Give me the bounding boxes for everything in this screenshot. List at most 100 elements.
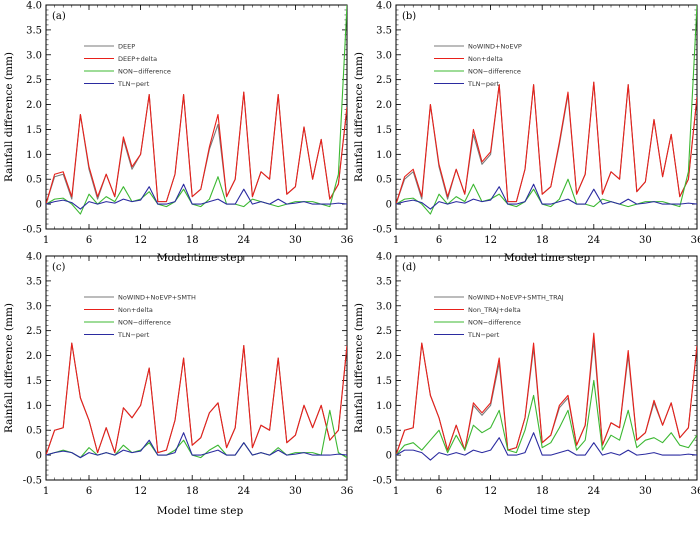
y-tick-label: 4.0: [26, 252, 42, 263]
x-tick-label: 36: [341, 235, 354, 246]
legend-label: NoWIND+NoEVP+SMTH_TRAJ: [468, 293, 564, 301]
x-tick-label: 18: [536, 486, 549, 497]
legend-label: NON−difference: [468, 67, 521, 75]
series-line-tln-pert: [396, 432, 697, 461]
y-tick-label: 3.5: [26, 25, 42, 36]
y-tick-label: 0.5: [26, 175, 42, 186]
plot-frame: [395, 255, 698, 481]
y-axis-label: Rainfall difference (mm): [3, 303, 15, 433]
y-tick-label: -0.5: [373, 225, 392, 236]
x-tick-label: 36: [691, 486, 700, 497]
y-tick-label: 3.0: [376, 50, 392, 61]
x-tick-label: 12: [134, 486, 147, 497]
legend-label: TLN−pert: [467, 80, 500, 88]
x-tick-label: 18: [186, 486, 199, 497]
series-line-tln-pert: [46, 432, 347, 459]
y-tick-label: -0.5: [23, 225, 42, 236]
y-tick-label: 0: [386, 451, 392, 462]
legend-label: TLN−pert: [467, 331, 500, 339]
x-tick-label: 6: [86, 235, 92, 246]
y-tick-label: 0: [36, 200, 42, 211]
panel-b: -0.500.51.01.52.02.53.03.54.01 6 12 18 24 30 3…: [353, 1, 700, 265]
x-tick-label: 30: [639, 235, 652, 246]
y-tick-label: 2.0: [26, 351, 42, 362]
panel-label: (d): [402, 262, 416, 273]
legend-label: TLN−pert: [117, 331, 150, 339]
series-line-non-traj-delta: [396, 332, 697, 456]
y-tick-label: 1.5: [26, 376, 42, 387]
legend-label: NoWIND+NoEVP: [468, 42, 522, 50]
y-tick-label: 4.0: [376, 1, 392, 12]
legend-label: Non+delta: [118, 306, 153, 314]
y-tick-label: -0.5: [23, 476, 42, 487]
y-tick-label: 1.0: [376, 150, 392, 161]
series-line-non-difference: [46, 409, 347, 459]
x-axis-label: Model time step: [504, 505, 591, 517]
y-axis-label: Rainfall difference (mm): [353, 52, 365, 182]
x-tick-label: 1: [393, 235, 399, 246]
y-tick-label: 4.0: [26, 1, 42, 12]
legend-label: NON−difference: [118, 67, 171, 75]
y-tick-label: 0.5: [26, 426, 42, 437]
x-axis-label: Model time step: [157, 252, 244, 264]
x-tick-label: 18: [186, 235, 199, 246]
y-tick-label: 0.5: [376, 175, 392, 186]
legend-label: NoWIND+NoEVP+SMTH: [118, 293, 196, 301]
y-tick-label: 0.5: [376, 426, 392, 437]
x-tick-label: 12: [484, 486, 497, 497]
legend-label: Non+delta: [468, 55, 503, 63]
y-tick-label: 2.0: [376, 100, 392, 111]
panel-label: (b): [402, 11, 416, 22]
y-tick-label: 2.5: [376, 326, 392, 337]
y-tick-label: 3.0: [26, 301, 42, 312]
y-axis-label: Rainfall difference (mm): [3, 52, 15, 182]
plot-frame: [395, 4, 698, 230]
y-tick-label: -0.5: [373, 476, 392, 487]
y-tick-label: 3.0: [26, 50, 42, 61]
x-tick-label: 30: [289, 235, 302, 246]
series-line-deep-delta: [46, 91, 347, 205]
plot-frame: [45, 4, 348, 230]
x-tick-label: 24: [587, 235, 600, 246]
legend-label: DEEP: [118, 42, 135, 50]
legend-label: Non_TRAJ+delta: [468, 306, 521, 314]
y-tick-label: 1.0: [376, 401, 392, 412]
x-tick-label: 36: [691, 235, 700, 246]
x-tick-label: 1: [43, 486, 49, 497]
y-tick-label: 3.5: [376, 25, 392, 36]
panel-c: -0.5 0 0.5 1.0 1.5 2.0 2.5 3.0 3.5 4.0 1 6 12 18 24 30 3…: [3, 252, 353, 518]
x-tick-label: 6: [436, 235, 442, 246]
y-tick-label: 2.5: [376, 75, 392, 86]
x-tick-label: 6: [436, 486, 442, 497]
panel-label: (a): [52, 11, 66, 22]
x-tick-label: 36: [341, 486, 354, 497]
y-tick-label: 1.5: [376, 376, 392, 387]
series-line-nowind-noevp-smth: [46, 342, 347, 456]
y-tick-label: 1.0: [26, 401, 42, 412]
x-tick-label: 24: [237, 235, 250, 246]
legend-label: DEEP+delta: [118, 55, 157, 63]
y-tick-label: 2.5: [26, 75, 42, 86]
y-tick-label: 3.5: [26, 276, 42, 287]
y-tick-label: 2.0: [26, 100, 42, 111]
y-tick-label: 3.5: [376, 276, 392, 287]
series-line-non-difference: [396, 5, 697, 215]
y-axis-label: Rainfall difference (mm): [353, 303, 365, 433]
y-tick-label: 2.0: [376, 351, 392, 362]
x-tick-label: 24: [587, 486, 600, 497]
x-axis-label: Model time step: [157, 505, 244, 517]
x-tick-label: 18: [536, 235, 549, 246]
legend-label: NON−difference: [118, 318, 171, 326]
series-line-tln-pert: [396, 183, 697, 210]
x-tick-label: 12: [134, 235, 147, 246]
y-tick-label: 0: [36, 451, 42, 462]
series-line-non-difference: [396, 379, 697, 456]
series-line-nowind-noevp: [396, 81, 697, 205]
y-tick-label: 1.0: [26, 150, 42, 161]
y-tick-label: 4.0: [376, 252, 392, 263]
panel-d: -0.5 0 0.5 1.0 1.5 2.0 2.5 3.0 3.5 4.0 1 6 12 18 24 30 3…: [353, 252, 700, 518]
series-line-deep: [46, 91, 347, 205]
x-tick-label: 6: [86, 486, 92, 497]
x-tick-label: 1: [393, 486, 399, 497]
